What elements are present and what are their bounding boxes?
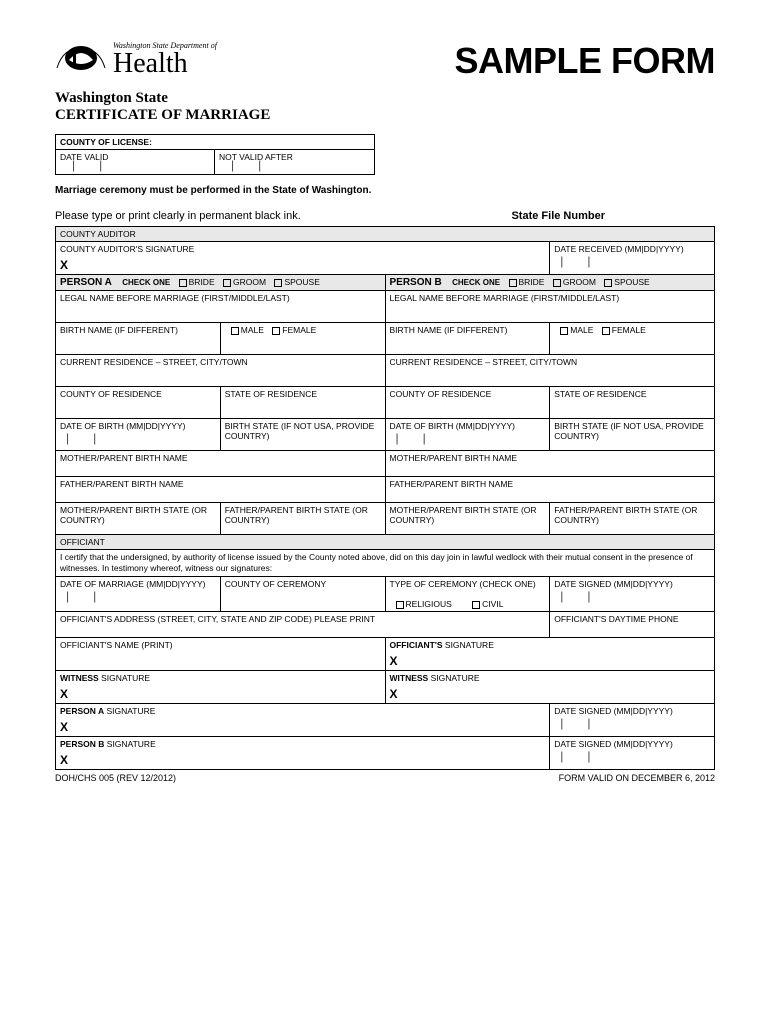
witness-2-signature[interactable]: WITNESS SIGNATURE X (385, 671, 715, 704)
person-a-header: PERSON A CHECK ONE BRIDE GROOM SPOUSE (56, 275, 386, 291)
logo-block: Washington State Department of Health (55, 40, 217, 79)
logo-text: Washington State Department of Health (113, 42, 217, 78)
person-b-header: PERSON B CHECK ONE BRIDE GROOM SPOUSE (385, 275, 715, 291)
civil-checkbox[interactable] (472, 601, 480, 609)
date-separator-icon: || (560, 589, 614, 603)
state-file-number-label: State File Number (511, 210, 605, 222)
spouse-checkbox[interactable] (274, 279, 282, 287)
sample-form-title: SAMPLE FORM (455, 40, 716, 82)
religious-checkbox[interactable] (396, 601, 404, 609)
auditor-signature-label: COUNTY AUDITOR'S SIGNATURE (60, 244, 194, 254)
county-license-label: COUNTY OF LICENSE: (56, 135, 374, 150)
officiant-header: OFFICIANT (56, 535, 715, 550)
date-separator-icon: || (66, 431, 120, 445)
instruction-text: Please type or print clearly in permanen… (55, 210, 301, 222)
bride-checkbox[interactable] (179, 279, 187, 287)
person-b-father-name[interactable]: FATHER/PARENT BIRTH NAME (385, 477, 715, 503)
form-table: COUNTY AUDITOR COUNTY AUDITOR'S SIGNATUR… (55, 226, 715, 770)
date-received-label: DATE RECEIVED (MM|DD|YYYY) (554, 244, 683, 254)
person-a-signature[interactable]: PERSON A SIGNATURE X (56, 704, 550, 737)
person-a-legal-name[interactable]: LEGAL NAME BEFORE MARRIAGE (FIRST/MIDDLE… (56, 291, 386, 323)
date-separator-icon: || (396, 431, 450, 445)
signature-x-icon: X (390, 654, 711, 668)
date-separator-icon: || (66, 589, 120, 603)
female-checkbox[interactable] (272, 327, 280, 335)
person-b-county[interactable]: COUNTY OF RESIDENCE (385, 387, 550, 419)
person-a-father-name[interactable]: FATHER/PARENT BIRTH NAME (56, 477, 386, 503)
state-line: Washington State (55, 90, 715, 107)
check-one-label: CHECK ONE (122, 278, 170, 287)
bride-checkbox[interactable] (509, 279, 517, 287)
check-one-label: CHECK ONE (452, 278, 500, 287)
county-license-box: COUNTY OF LICENSE: DATE VALID || NOT VAL… (55, 134, 375, 175)
groom-checkbox[interactable] (223, 279, 231, 287)
header-row: Washington State Department of Health SA… (55, 40, 715, 82)
date-marriage[interactable]: DATE OF MARRIAGE (MM|DD|YYYY)|| (56, 577, 221, 612)
person-b-date-signed[interactable]: DATE SIGNED (MM|DD|YYYY)|| (550, 737, 715, 770)
signature-x-icon: X (60, 258, 545, 272)
date-valid-cell[interactable]: DATE VALID || (56, 150, 215, 174)
male-checkbox[interactable] (231, 327, 239, 335)
signature-x-icon: X (60, 753, 545, 767)
person-a-mother-state[interactable]: MOTHER/PARENT BIRTH STATE (OR COUNTRY) (56, 503, 221, 535)
spouse-checkbox[interactable] (604, 279, 612, 287)
person-a-county[interactable]: COUNTY OF RESIDENCE (56, 387, 221, 419)
certificate-title: CERTIFICATE OF MARRIAGE (55, 107, 715, 124)
signature-x-icon: X (60, 687, 381, 701)
person-a-birth-state[interactable]: BIRTH STATE (IF NOT USA, PROVIDE COUNTRY… (220, 419, 385, 451)
officiant-signature[interactable]: OFFICIANT'S SIGNATURE X (385, 638, 715, 671)
footer: DOH/CHS 005 (REV 12/2012) FORM VALID ON … (55, 773, 715, 783)
person-b-mother-state[interactable]: MOTHER/PARENT BIRTH STATE (OR COUNTRY) (385, 503, 550, 535)
ceremony-note: Marriage ceremony must be performed in t… (55, 185, 715, 196)
not-valid-after-cell[interactable]: NOT VALID AFTER || (215, 150, 374, 174)
footer-left: DOH/CHS 005 (REV 12/2012) (55, 773, 176, 783)
person-b-label: PERSON B (390, 277, 442, 288)
officiant-phone[interactable]: OFFICIANT'S DAYTIME PHONE (550, 612, 715, 638)
person-a-sex: MALE FEMALE (220, 323, 385, 355)
date-separator-icon: || (560, 254, 614, 268)
person-a-residence[interactable]: CURRENT RESIDENCE – STREET, CITY/TOWN (56, 355, 386, 387)
person-b-legal-name[interactable]: LEGAL NAME BEFORE MARRIAGE (FIRST/MIDDLE… (385, 291, 715, 323)
signature-x-icon: X (60, 720, 545, 734)
person-a-date-signed[interactable]: DATE SIGNED (MM|DD|YYYY)|| (550, 704, 715, 737)
logo-health: Health (113, 50, 217, 78)
date-separator-icon: || (560, 749, 614, 763)
date-separator-icon: || (72, 158, 126, 172)
auditor-signature-cell[interactable]: COUNTY AUDITOR'S SIGNATURE X (56, 242, 550, 275)
person-b-birth-name[interactable]: BIRTH NAME (IF DIFFERENT) (385, 323, 550, 355)
person-a-state[interactable]: STATE OF RESIDENCE (220, 387, 385, 419)
county-auditor-header: COUNTY AUDITOR (56, 227, 715, 242)
groom-checkbox[interactable] (553, 279, 561, 287)
officiant-name-print[interactable]: OFFICIANT'S NAME (PRINT) (56, 638, 386, 671)
instruction-row: Please type or print clearly in permanen… (55, 210, 715, 222)
signature-x-icon: X (390, 687, 711, 701)
person-a-father-state[interactable]: FATHER/PARENT BIRTH STATE (OR COUNTRY) (220, 503, 385, 535)
date-received-cell[interactable]: DATE RECEIVED (MM|DD|YYYY) || (550, 242, 715, 275)
person-b-father-state[interactable]: FATHER/PARENT BIRTH STATE (OR COUNTRY) (550, 503, 715, 535)
witness-1-signature[interactable]: WITNESS SIGNATURE X (56, 671, 386, 704)
person-b-mother-name[interactable]: MOTHER/PARENT BIRTH NAME (385, 451, 715, 477)
date-separator-icon: || (560, 716, 614, 730)
officiant-date-signed[interactable]: DATE SIGNED (MM|DD|YYYY)|| (550, 577, 715, 612)
ceremony-type: TYPE OF CEREMONY (CHECK ONE) RELIGIOUS C… (385, 577, 550, 612)
person-a-dob[interactable]: DATE OF BIRTH (MM|DD|YYYY)|| (56, 419, 221, 451)
officiant-cert-text: I certify that the undersigned, by autho… (56, 550, 715, 577)
officiant-address[interactable]: OFFICIANT'S ADDRESS (STREET, CITY, STATE… (56, 612, 550, 638)
person-b-birth-state[interactable]: BIRTH STATE (IF NOT USA, PROVIDE COUNTRY… (550, 419, 715, 451)
person-a-mother-name[interactable]: MOTHER/PARENT BIRTH NAME (56, 451, 386, 477)
female-checkbox[interactable] (602, 327, 610, 335)
male-checkbox[interactable] (560, 327, 568, 335)
person-a-birth-name[interactable]: BIRTH NAME (IF DIFFERENT) (56, 323, 221, 355)
person-b-state[interactable]: STATE OF RESIDENCE (550, 387, 715, 419)
person-b-signature[interactable]: PERSON B SIGNATURE X (56, 737, 550, 770)
footer-right: FORM VALID ON DECEMBER 6, 2012 (559, 773, 715, 783)
person-b-dob[interactable]: DATE OF BIRTH (MM|DD|YYYY)|| (385, 419, 550, 451)
date-separator-icon: || (231, 158, 285, 172)
person-b-sex: MALE FEMALE (550, 323, 715, 355)
health-logo-icon (55, 40, 107, 79)
person-b-residence[interactable]: CURRENT RESIDENCE – STREET, CITY/TOWN (385, 355, 715, 387)
person-a-label: PERSON A (60, 277, 112, 288)
county-ceremony[interactable]: COUNTY OF CEREMONY (220, 577, 385, 612)
